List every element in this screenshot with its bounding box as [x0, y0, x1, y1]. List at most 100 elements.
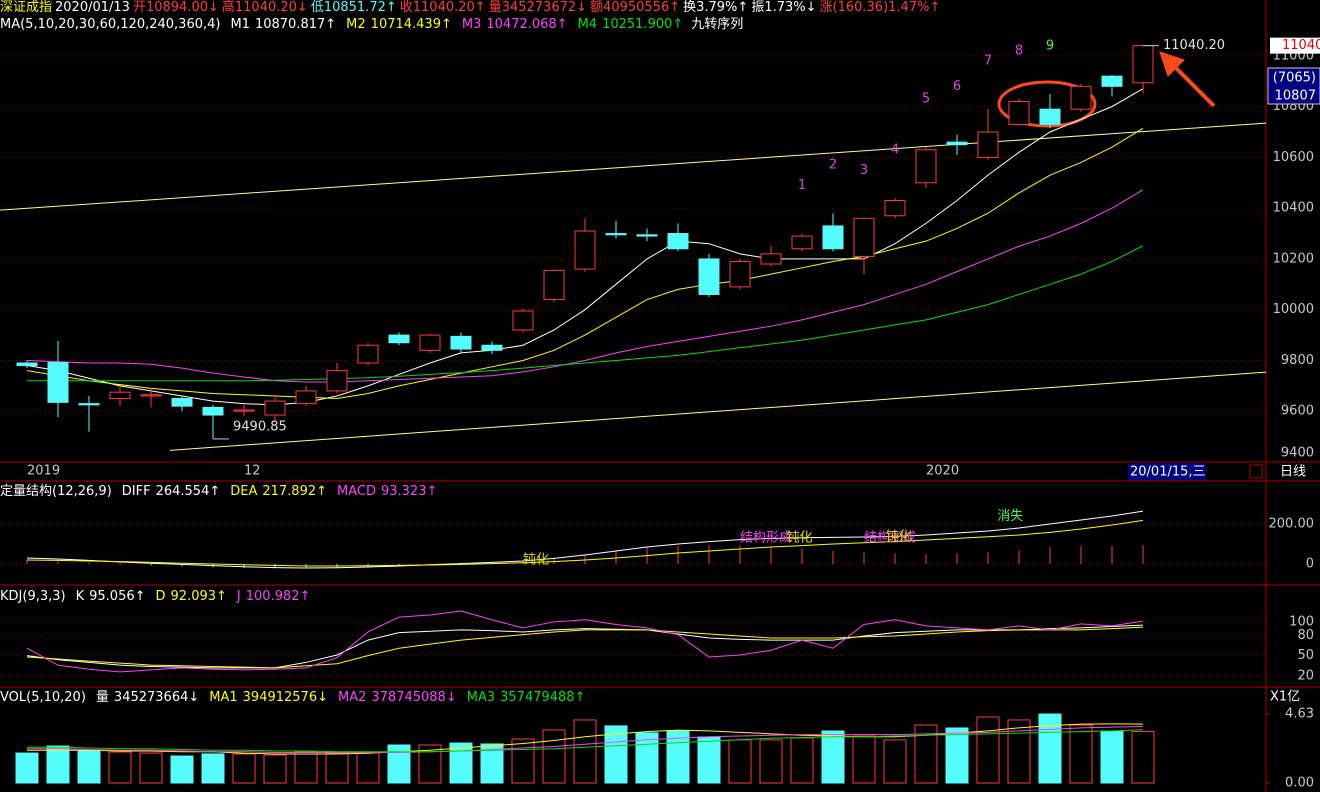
- volume-bar: [573, 719, 597, 784]
- volume-bar: [480, 743, 504, 784]
- candle-body: [1132, 45, 1154, 84]
- header-item: 10714.439↑: [371, 17, 452, 32]
- trend-line: [169, 371, 1267, 451]
- annotation: 钝化: [787, 531, 813, 546]
- candle-body: [47, 361, 69, 403]
- ma-line: [27, 245, 1144, 382]
- volume-bar: [914, 724, 938, 784]
- td-number: 8: [1015, 44, 1023, 59]
- header-item: 394912576↓: [243, 690, 328, 705]
- header-item: 涨(160.36)1.47%↑: [820, 0, 941, 15]
- header-item: 定量结构(12,26,9): [0, 484, 112, 499]
- candle-body: [605, 233, 627, 236]
- header: VOL(5,10,20) 量 345273664↓ MA1 394912576↓ MA2 3…: [0, 690, 585, 705]
- y-tick-label: 9400: [1281, 446, 1314, 461]
- last-price-label: 11040: [1282, 38, 1320, 53]
- volume-bar: [511, 738, 535, 784]
- ma-line: [26, 519, 1144, 567]
- annotation: 11040.20: [1163, 38, 1225, 53]
- volume-bar: [170, 755, 194, 784]
- candle-body: [977, 131, 999, 158]
- header-item: 换3.79%↑: [683, 0, 748, 15]
- y-tick-label: 10600: [1273, 150, 1314, 165]
- x-tick-label: 2020: [926, 464, 959, 479]
- last-price-box: [1270, 37, 1320, 54]
- header-item: 九转序列: [691, 17, 743, 32]
- volume-bar: [449, 742, 473, 784]
- ma-line: [27, 726, 1144, 753]
- candle-body: [171, 398, 193, 407]
- volume-bar: [325, 752, 349, 784]
- td-number: 1: [798, 178, 806, 193]
- ma-line: [26, 189, 1144, 383]
- candle-body: [450, 335, 472, 350]
- volume-bar: [728, 739, 752, 784]
- volume-bar: [790, 737, 814, 784]
- header: 定量结构(12,26,9) DIFF 264.554↑ DEA 217.892↑ MACD…: [0, 484, 437, 499]
- candle-body: [915, 149, 937, 184]
- highlight-circle: [997, 80, 1097, 128]
- header-item: 378745088↓: [371, 690, 456, 705]
- candle-body: [78, 403, 100, 406]
- header: KDJ(9,3,3) K 95.056↑ D 92.093↑ J 100.982↑: [0, 589, 310, 604]
- y-tick-label: 10400: [1273, 201, 1314, 216]
- candle-body: [202, 406, 224, 416]
- volume-bar: [883, 739, 907, 784]
- candle-body: [791, 235, 813, 250]
- y-tick-label: 10000: [1273, 302, 1314, 317]
- period-label[interactable]: 日线: [1280, 465, 1306, 480]
- volume-bar: [635, 732, 659, 784]
- header-item: 量: [96, 690, 109, 705]
- candle-body: [109, 391, 131, 400]
- candle-body: [1039, 108, 1061, 125]
- header-item: 264.554↑: [156, 484, 221, 499]
- volume-bar: [1007, 719, 1031, 784]
- td-number: 5: [922, 92, 930, 107]
- candle-body: [512, 310, 534, 331]
- annotation: 钝化: [886, 530, 912, 545]
- candle-body: [574, 230, 596, 270]
- volume-bar: [77, 750, 101, 784]
- td-number: 3: [860, 163, 868, 178]
- unit-label: X1亿: [1270, 690, 1300, 705]
- header-item: M1: [230, 17, 250, 32]
- volume-bar: [201, 753, 225, 784]
- volume-bar: [759, 739, 783, 784]
- volume-bar: [294, 751, 318, 784]
- annotation: 结构形成: [864, 531, 916, 546]
- header-item: 深证成指: [0, 0, 52, 15]
- date-cursor-box: [1128, 463, 1206, 480]
- candle-body: [481, 344, 503, 351]
- volume-bar: [604, 725, 628, 784]
- header-item: 高11040.20↓: [222, 0, 308, 15]
- cursor-box: [1267, 67, 1320, 105]
- header-item: 10472.068↑: [486, 17, 567, 32]
- header-item: MACD: [337, 484, 376, 499]
- td-number: 4: [891, 143, 899, 158]
- candle-body: [729, 260, 751, 288]
- header-item: MA3: [467, 690, 495, 705]
- candle-body: [419, 334, 441, 351]
- header: 深证成指 2020/01/13 开10894.00↓ 高11040.20↓ 低10851…: [0, 0, 940, 15]
- y-tick-label: 9600: [1281, 404, 1314, 419]
- volume-bar: [1069, 724, 1093, 784]
- candle-body: [326, 370, 348, 392]
- volume-bar: [542, 729, 566, 784]
- y-tick-label: 0: [1306, 557, 1314, 572]
- arrow: [1159, 51, 1216, 108]
- trend-line: [0, 122, 1267, 211]
- header-item: 92.093↑: [171, 589, 227, 604]
- date-cursor: 20/01/15,三: [1130, 465, 1206, 480]
- volume-bar: [418, 744, 442, 784]
- ma-line: [26, 127, 1144, 400]
- candle-body: [853, 217, 875, 257]
- x-tick-label: 12: [244, 464, 261, 479]
- y-tick-label: 0.00: [1285, 776, 1314, 791]
- volume-bar: [976, 716, 1000, 784]
- volume-bar: [232, 753, 256, 784]
- candle-body: [357, 344, 379, 364]
- header-item: MA1: [209, 690, 237, 705]
- volume-bar: [1131, 731, 1155, 784]
- volume-bar: [356, 751, 380, 784]
